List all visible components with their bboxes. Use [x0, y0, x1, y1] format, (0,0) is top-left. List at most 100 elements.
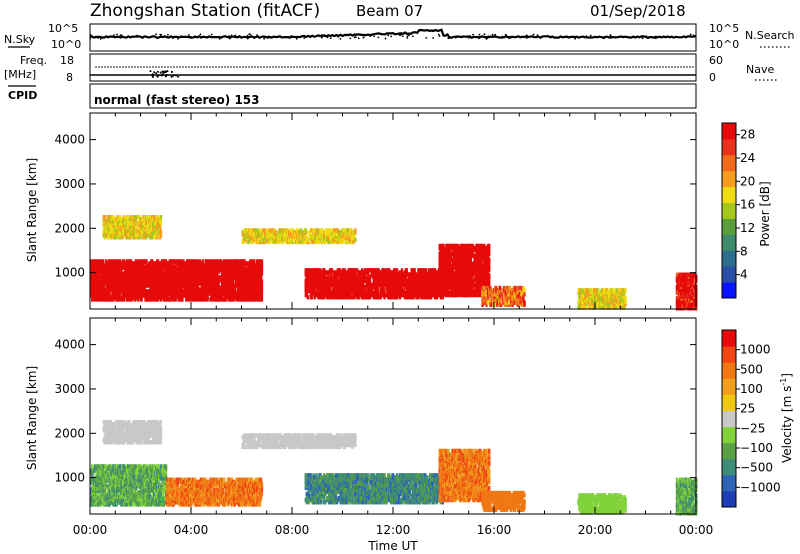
power-echo-cell	[332, 228, 336, 233]
nsearch-dot	[478, 33, 481, 36]
power-echo-cell	[134, 295, 137, 300]
nave-dot	[488, 66, 490, 68]
power-echo-cell	[164, 297, 168, 302]
nsearch-dot	[295, 38, 298, 40]
nave-dot	[155, 66, 157, 68]
nave-dot	[236, 66, 238, 68]
power-echo-cell	[113, 217, 116, 222]
power-echo-cell	[398, 276, 402, 281]
nave-dot	[548, 66, 550, 68]
nave-dot	[491, 66, 493, 68]
nave-dot	[410, 66, 412, 68]
nave-dip-dot	[170, 75, 173, 78]
power-echo-cell	[227, 259, 231, 264]
power-echo-cell	[314, 282, 317, 287]
nave-dot	[452, 66, 454, 68]
nsearch-dot	[408, 34, 410, 37]
nave-dot	[125, 66, 127, 68]
nsearch-dot	[454, 36, 457, 39]
power-echo-cell	[354, 268, 357, 273]
nave-dot	[263, 66, 265, 68]
nave-dot	[131, 66, 133, 68]
nave-dot	[191, 66, 193, 68]
nave-dot	[497, 66, 499, 68]
nave-dip-dot	[164, 71, 167, 74]
power-echo-cell	[304, 228, 307, 233]
power-echo-cell	[354, 228, 357, 233]
power-echo-cell	[395, 268, 399, 273]
nsky-label: N.Sky	[4, 33, 36, 46]
power-echo-cell	[268, 239, 272, 245]
power-echo-cell	[288, 230, 291, 235]
nsearch-dot	[288, 36, 290, 38]
nave-dip-dot	[170, 70, 173, 73]
nsearch-dot	[641, 37, 644, 40]
power-echo-cell	[235, 269, 238, 274]
power-echo-cell	[328, 286, 332, 292]
freq-label: Freq.	[20, 54, 47, 67]
nsearch-dot	[494, 33, 496, 36]
power-echo-cell	[174, 279, 177, 284]
nsearch-dot	[277, 35, 279, 38]
nave-dot	[269, 66, 271, 68]
power-echo-cell	[317, 268, 320, 273]
nave-dot	[248, 66, 250, 68]
nsearch-dot	[116, 33, 118, 36]
power-echo-cell	[326, 228, 329, 233]
nsearch-dot	[650, 36, 653, 38]
nave-dot	[398, 66, 400, 68]
nave-dot	[320, 66, 322, 68]
nave-dot	[434, 66, 436, 68]
nsearch-dot	[653, 36, 655, 39]
power-echo-cell	[118, 297, 121, 302]
power-echo-cell	[185, 297, 188, 302]
nave-dot	[377, 66, 379, 68]
power-echo-cell	[188, 283, 192, 288]
nsearch-dot	[577, 36, 579, 39]
nave-dot	[578, 66, 580, 68]
nsearch-dot	[574, 37, 576, 40]
power-echo-cell	[428, 268, 432, 273]
nave-dot	[437, 66, 439, 68]
freq-tick-top: 18	[60, 54, 74, 67]
nave-dot	[194, 66, 196, 68]
power-echo-cell	[235, 297, 238, 302]
nave-dot	[392, 66, 394, 68]
power-echo-cell	[449, 247, 452, 253]
nsearch-dot	[323, 35, 326, 38]
power-echo-cell	[341, 237, 344, 243]
nave-dot	[380, 66, 382, 68]
power-echo-cell	[168, 291, 171, 296]
nave-dot	[104, 66, 106, 68]
nsearch-dot	[491, 33, 494, 36]
nave-dot	[512, 66, 514, 68]
nave-dot	[584, 66, 586, 68]
power-echo-cell	[242, 263, 245, 268]
nave-dot	[461, 66, 463, 68]
nsearch-dot	[303, 37, 306, 39]
nave-dot	[500, 66, 502, 68]
power-echo-cell	[249, 228, 252, 233]
nave-dot	[440, 66, 442, 68]
nsearch-dot	[94, 36, 97, 39]
nave-dip-dot	[153, 71, 156, 74]
power-echo-cell	[192, 295, 196, 300]
nave-tick-bottom: 0	[709, 71, 716, 84]
nave-dot	[416, 66, 418, 68]
power-echo-cell	[249, 289, 252, 294]
nave-dot	[161, 66, 163, 68]
power-echo-cell	[159, 221, 163, 226]
station-title: Zhongshan Station (fitACF)	[90, 1, 320, 21]
power-echo-cell	[109, 295, 112, 300]
nave-dot	[116, 66, 118, 68]
nave-dot	[449, 66, 451, 68]
power-echo-cell	[363, 272, 367, 277]
power-echo-cell	[101, 259, 104, 264]
nave-dot	[473, 66, 475, 68]
nave-label: Nave	[746, 63, 774, 76]
nsky-tick-bottom: 10^0	[51, 38, 81, 51]
power-echo-cell	[442, 243, 445, 249]
power-echo-cell	[260, 297, 264, 302]
power-echo-cell	[350, 295, 353, 300]
